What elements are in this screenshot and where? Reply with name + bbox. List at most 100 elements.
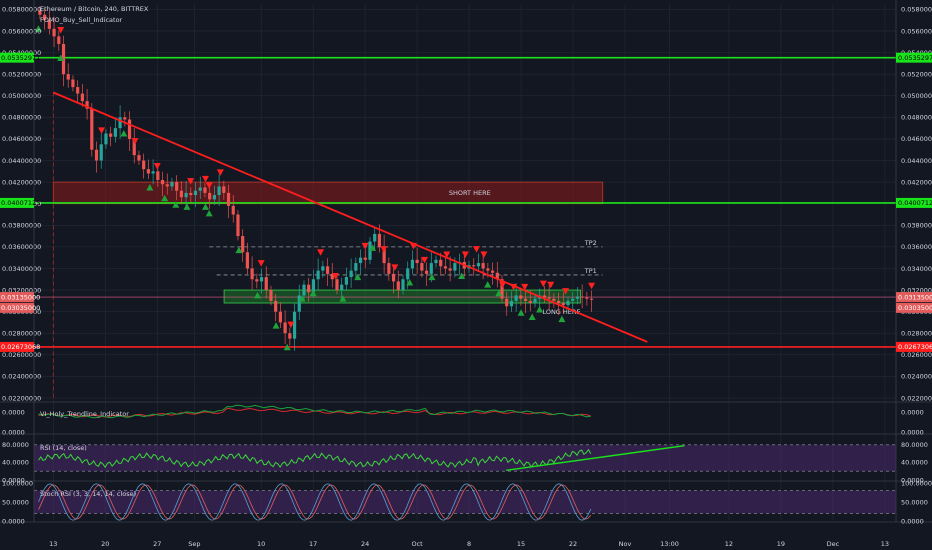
buy-signal [146,183,154,191]
candle-body [94,149,99,161]
y-tick-label-right: 0.02600000 [901,351,932,359]
candle-body [453,263,457,271]
sell-signal [187,178,195,185]
buy-signal [202,203,210,210]
candle-body [533,298,537,304]
buy-signal [309,289,317,297]
sell-signal [421,256,429,264]
level-tag-right-text: 0.05352971 [898,54,932,62]
buy-signal [235,246,243,254]
buy-signal [458,272,466,279]
sell-signal [205,182,213,189]
candle-body [146,169,150,174]
rsi-pane[interactable] [34,444,896,472]
sell-signal [539,280,547,288]
stoch-tick-label: 100.0000 [901,479,932,487]
candle-body [349,270,353,278]
vi-pane[interactable] [38,404,591,419]
indicator-name: FOMO_Buy_Sell_Indicator [40,16,123,24]
price-tag-right [896,292,932,303]
candle-body [104,133,108,145]
stoch-tick-label-left: 0.0000 [2,517,25,525]
rsi-label: RSI (14, close) [40,444,87,452]
candle-body [528,300,532,304]
x-tick-label: 27 [153,540,161,548]
stoch-d-line [38,484,592,520]
candle-body [283,322,287,334]
price-tag-left-text: 0.03035000 [1,304,40,312]
candle-body [236,214,240,237]
candle-body [113,128,117,137]
candle-body [335,279,339,291]
candle-body [137,155,141,161]
candle-body [193,190,198,196]
chart-title: Ethereum / Bitcoin, 240, BITTREX [40,5,149,13]
x-tick-label: 12 [725,540,733,548]
candle-body [118,117,122,129]
candle-body [382,246,386,264]
candle-body [47,20,51,29]
candle-body [585,297,589,299]
y-tick-label-left: 0.02600000 [2,351,41,359]
vi-tick-label: 0.0000 [901,428,924,436]
candle-body [179,190,183,198]
price-tag-left-text: 0.03135000 [1,293,40,301]
sell-signal [257,260,265,267]
candle-body [123,117,127,120]
buy-signal [57,54,65,61]
candle-body [495,272,499,280]
buy-signal [517,309,525,316]
stoch-pane[interactable] [34,483,896,521]
tp-label: TP1 [584,267,597,275]
x-tick-label: 19 [777,540,785,548]
level-tag-right [896,52,932,63]
sell-signal [498,281,506,289]
buy-signal [120,130,128,137]
candle-body [509,300,514,307]
sell-signal [317,249,325,256]
buy-signal [406,278,414,286]
vi-positive-line [38,404,591,419]
sell-signal [473,246,481,253]
vi-tick-label-left: 0.0000 [2,408,25,416]
buy-signal [354,273,362,281]
buy-signal [484,281,492,288]
candle-body [519,295,523,299]
rsi-divergence-line [506,444,685,472]
stoch-label: Stoch RSI (3, 3, 14, 14, close) [40,490,136,498]
y-tick-label-right: 0.03400000 [901,265,932,273]
price-tag-right-text: 0.03035000 [898,304,932,312]
y-tick-label-right: 0.04800000 [901,114,932,122]
sell-signal [588,282,596,290]
candle-body [208,192,212,200]
sell-signal [216,169,224,176]
x-tick-label: Sep [188,540,200,548]
sell-signal [461,251,469,258]
candle-body [231,205,235,215]
sell-signal [380,246,388,253]
y-tick-label-left: 0.03800000 [2,222,41,230]
candle-body [434,259,438,264]
candle-body [396,281,400,291]
buy-signal [495,289,503,297]
y-tick-label-left: 0.05600000 [2,27,41,35]
candle-body [165,184,169,187]
x-tick-label: 13 [881,540,889,548]
candle-body [481,263,485,269]
y-tick-label-right: 0.02800000 [901,330,932,338]
candle-body [542,295,547,298]
candle-body [580,296,584,298]
main-pane[interactable]: SHORT HERE LONG HERE TP2 TP1 [0,6,896,398]
rsi-tick-label-left: 80.0000 [2,441,29,449]
candle-body [274,300,278,312]
candle-body [151,171,155,174]
candle-body [448,268,452,271]
candle-body [500,279,504,299]
candle-body [57,36,61,44]
buy-signal [183,203,191,210]
candle-body [410,259,415,269]
short-zone-label: SHORT HERE [449,189,491,197]
sell-signal [98,127,106,134]
candle-body [311,279,316,293]
